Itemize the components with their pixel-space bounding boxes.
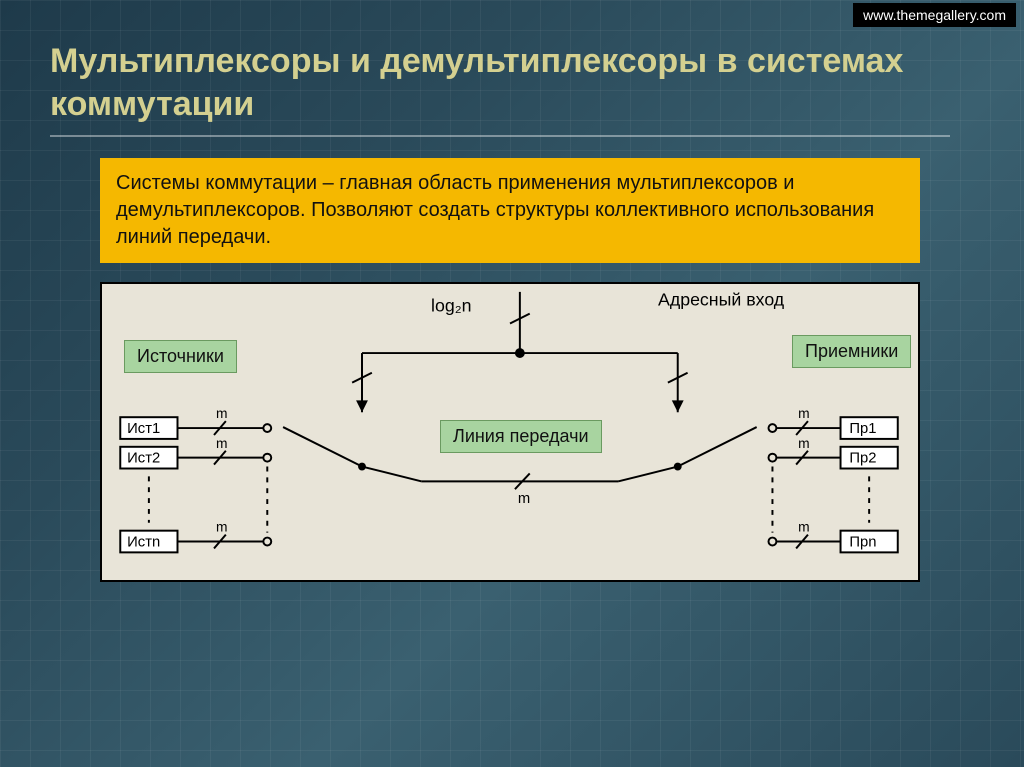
info-box: Системы коммутации – главная область при… xyxy=(100,158,920,263)
svg-text:Истn: Истn xyxy=(127,534,160,550)
svg-text:Пр2: Пр2 xyxy=(849,451,876,467)
svg-text:Прn: Прn xyxy=(849,534,876,550)
transmission-line-label: Линия передачи xyxy=(440,420,602,453)
svg-text:Ист2: Ист2 xyxy=(127,451,160,467)
svg-text:Пр1: Пр1 xyxy=(849,421,876,437)
svg-text:m: m xyxy=(216,519,228,535)
svg-text:m: m xyxy=(216,405,228,421)
sources-label: Источники xyxy=(124,340,237,373)
url-badge: www.themegallery.com xyxy=(853,3,1016,27)
svg-text:Ист1: Ист1 xyxy=(127,421,160,437)
svg-text:m: m xyxy=(798,435,809,451)
bus-label-center: m xyxy=(518,491,530,507)
source-group: Ист1 m Ист2 m Истn m xyxy=(120,405,271,552)
svg-text:m: m xyxy=(216,435,228,451)
svg-text:m: m xyxy=(798,519,809,535)
receivers-label: Приемники xyxy=(792,335,911,368)
receiver-group: Пр1 m Пр2 m Прn m xyxy=(769,405,898,552)
svg-text:m: m xyxy=(798,405,809,421)
slide-title: Мультиплексоры и демультиплексоры в сист… xyxy=(50,40,950,137)
address-input-label: Адресный вход xyxy=(658,290,785,310)
log2n-label: log₂n xyxy=(431,296,471,316)
